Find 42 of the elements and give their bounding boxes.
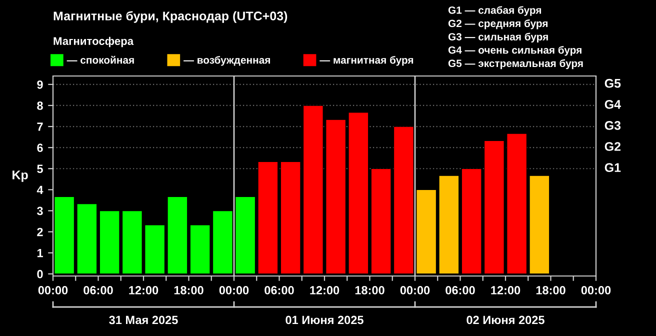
text: 31 Мая 2025 [109, 316, 178, 324]
y-axis-title: Kp [12, 170, 28, 182]
x-tick-label: 18:00 [174, 286, 204, 294]
text: G4 — очень сильная буря [448, 46, 582, 56]
ref-line-label: G5 [604, 78, 621, 88]
x-tick-label: 06:00 [84, 286, 113, 294]
x-tick-label: 00:00 [38, 286, 68, 294]
text: 01 Июня 2025 [286, 316, 364, 324]
text: G5 — экстремальная буря [448, 59, 583, 70]
legend-label: — возбужденная [184, 56, 270, 66]
text: G2 — средняя буря [448, 19, 548, 30]
ref-line-label: G2 [604, 142, 621, 151]
y-tick-label: 4 [36, 186, 44, 194]
x-tick-label: 00:00 [581, 286, 611, 294]
x-tick-label: 18:00 [355, 286, 384, 294]
text: 02 Июня 2025 [466, 316, 544, 324]
legend-label: — магнитная буря [320, 56, 414, 66]
y-tick-label: 7 [37, 122, 43, 131]
y-tick-label: 9 [37, 80, 43, 89]
chart-title: Магнитные бури, Краснодар (UTC+03) [54, 11, 288, 23]
y-tick-label: 8 [37, 102, 43, 110]
x-tick-label: 12:00 [129, 286, 158, 294]
ref-line-label: G3 [604, 121, 621, 130]
legend-label: — спокойная [66, 56, 134, 64]
x-tick-label: 12:00 [310, 286, 340, 294]
x-tick-label: 06:00 [264, 286, 294, 294]
ref-line-label: G1 [604, 163, 621, 172]
x-tick-label: 18:00 [536, 286, 566, 294]
y-tick-label: 3 [36, 206, 43, 216]
y-tick-label: 5 [37, 164, 43, 174]
y-tick-label: 6 [37, 144, 43, 152]
legend-title: Магнитосфера [54, 36, 134, 48]
y-tick-label: 2 [37, 228, 43, 236]
text: G3 — сильная буря [448, 32, 548, 42]
text: G1 — слабая буря [448, 6, 542, 16]
y-tick-label: 0 [37, 270, 43, 278]
x-tick-label: 00:00 [219, 286, 249, 294]
x-tick-label: 12:00 [491, 286, 520, 294]
y-tick-label: 1 [37, 249, 43, 258]
x-tick-label: 06:00 [446, 286, 475, 294]
x-tick-label: 00:00 [400, 286, 430, 294]
ref-line-label: G4 [604, 100, 621, 109]
